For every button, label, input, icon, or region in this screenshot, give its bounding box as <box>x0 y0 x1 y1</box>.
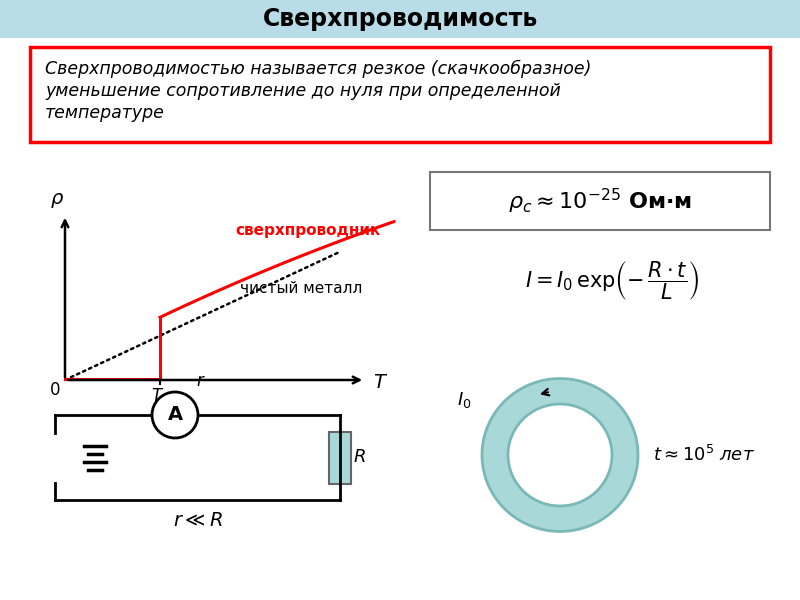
Text: чистый металл: чистый металл <box>240 281 362 296</box>
Text: $r \ll R$: $r \ll R$ <box>173 511 222 529</box>
Bar <box>30 47 770 142</box>
Text: $t \approx 10^5$ лет: $t \approx 10^5$ лет <box>653 445 755 465</box>
Bar <box>430 172 770 230</box>
Text: сверхпроводник: сверхпроводник <box>235 223 380 238</box>
Text: $I = I_0\,\exp\!\left(-\,\dfrac{R \cdot t}{L}\right)$: $I = I_0\,\exp\!\left(-\,\dfrac{R \cdot … <box>525 259 699 301</box>
Text: R: R <box>354 449 366 467</box>
Polygon shape <box>482 379 638 532</box>
Text: уменьшение сопротивление до нуля при определенной: уменьшение сопротивление до нуля при опр… <box>45 82 561 100</box>
Polygon shape <box>508 404 612 506</box>
Text: $\rho$: $\rho$ <box>50 191 64 210</box>
Text: A: A <box>167 406 182 425</box>
Text: 0: 0 <box>50 381 60 399</box>
Text: температуре: температуре <box>45 104 165 122</box>
Text: $T$: $T$ <box>373 373 388 391</box>
Text: Сверхпроводимость: Сверхпроводимость <box>262 7 538 31</box>
Text: $\boldsymbol{\rho_c} \approx 10^{-25}$ Ом·м: $\boldsymbol{\rho_c} \approx 10^{-25}$ О… <box>508 187 692 215</box>
Text: $I_0$: $I_0$ <box>458 390 472 410</box>
Text: r: r <box>196 372 203 390</box>
Bar <box>329 431 351 484</box>
Circle shape <box>152 392 198 438</box>
Bar <box>0 0 800 38</box>
Text: $T_c$: $T_c$ <box>151 386 169 406</box>
Text: Сверхпроводимостью называется резкое (скачкообразное): Сверхпроводимостью называется резкое (ск… <box>45 60 591 78</box>
